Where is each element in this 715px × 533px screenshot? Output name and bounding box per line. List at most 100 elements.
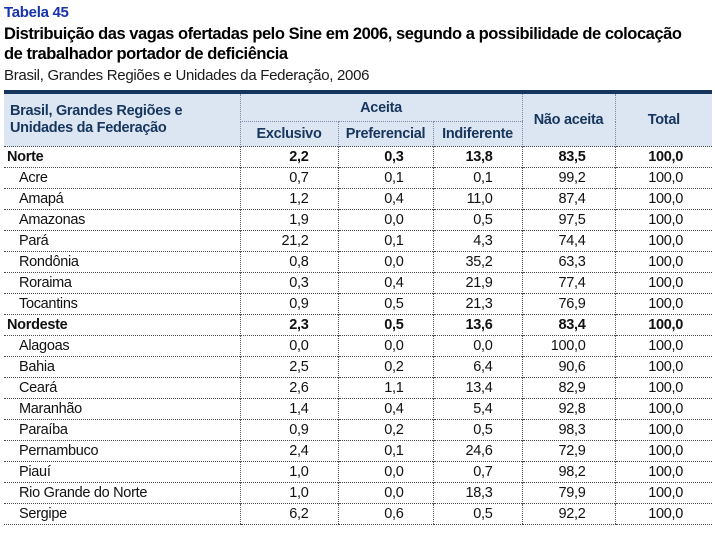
value-cell: 21,3 [432,293,523,315]
row-label: Ceará [4,377,240,399]
value-cell: 76,9 [521,293,616,315]
row-label: Amapá [4,188,240,210]
value-cell: 100,0 [614,167,713,189]
table-row: Alagoas 0,0 0,0 0,0 100,0 100,0 [4,335,713,357]
value-cell: 35,2 [432,251,523,273]
row-label: Roraima [4,272,240,294]
value-cell: 90,6 [521,356,616,378]
column-group-aceita: Aceita [239,94,523,122]
row-label: Pernambuco [4,440,240,462]
value-cell: 0,5 [432,209,523,231]
row-label: Pará [4,230,240,252]
row-label: Piauí [4,461,240,483]
column-header-exclusivo: Exclusivo [239,121,338,147]
value-cell: 100,0 [614,356,713,378]
value-cell: 100,0 [614,461,713,483]
row-label: Bahia [4,356,240,378]
value-cell: 100,0 [521,335,616,357]
table-row: Rio Grande do Norte 1,0 0,0 18,3 79,9 100,0 [4,482,713,504]
value-cell: 11,0 [432,188,523,210]
value-cell: 100,0 [614,503,713,525]
value-cell: 13,6 [432,314,523,336]
table-row: Ceará 2,6 1,1 13,4 82,9 100,0 [4,377,713,399]
value-cell: 0,0 [432,335,523,357]
value-cell: 0,0 [337,209,433,231]
value-cell: 0,0 [337,335,433,357]
value-cell: 6,4 [432,356,523,378]
value-cell: 1,0 [239,482,338,504]
value-cell: 0,2 [337,356,433,378]
value-cell: 2,4 [239,440,338,462]
row-label: Norte [4,146,240,168]
value-cell: 21,9 [432,272,523,294]
value-cell: 0,0 [239,335,338,357]
page-subtitle: Brasil, Grandes Regiões e Unidades da Fe… [4,67,370,84]
page-title: Distribuição das vagas ofertadas pelo Si… [4,24,712,64]
value-cell: 0,1 [337,167,433,189]
value-cell: 0,1 [432,167,523,189]
table-row: Rondônia 0,8 0,0 35,2 63,3 100,0 [4,251,713,273]
value-cell: 83,5 [521,146,616,168]
statistics-table: Brasil, Grandes Regiões e Unidades da Fe… [4,94,713,525]
table-row: Sergipe 6,2 0,6 0,5 92,2 100,0 [4,503,713,525]
value-cell: 2,5 [239,356,338,378]
value-cell: 100,0 [614,314,713,336]
value-cell: 100,0 [614,482,713,504]
region-header-line-2: Unidades da Federação [10,120,167,136]
value-cell: 1,9 [239,209,338,231]
value-cell: 100,0 [614,251,713,273]
value-cell: 18,3 [432,482,523,504]
value-cell: 0,3 [337,146,433,168]
value-cell: 100,0 [614,335,713,357]
column-header-region: Brasil, Grandes Regiões e Unidades da Fe… [4,94,240,147]
table-row: Pará 21,2 0,1 4,3 74,4 100,0 [4,230,713,252]
value-cell: 100,0 [614,230,713,252]
table-row: Roraima 0,3 0,4 21,9 77,4 100,0 [4,272,713,294]
value-cell: 100,0 [614,188,713,210]
value-cell: 2,3 [239,314,338,336]
row-label: Amazonas [4,209,240,231]
table-row: Piauí 1,0 0,0 0,7 98,2 100,0 [4,461,713,483]
value-cell: 72,9 [521,440,616,462]
value-cell: 0,8 [239,251,338,273]
value-cell: 92,2 [521,503,616,525]
table-header: Brasil, Grandes Regiões e Unidades da Fe… [4,94,713,147]
column-header-nao-aceita: Não aceita [521,94,616,147]
title-line-1: Distribuição das vagas ofertadas pelo Si… [4,25,682,43]
value-cell: 100,0 [614,440,713,462]
value-cell: 87,4 [521,188,616,210]
value-cell: 0,9 [239,293,338,315]
value-cell: 0,2 [337,419,433,441]
value-cell: 0,5 [337,314,433,336]
column-header-preferencial: Preferencial [337,121,433,147]
table-row: Amapá 1,2 0,4 11,0 87,4 100,0 [4,188,713,210]
value-cell: 1,1 [337,377,433,399]
row-label: Alagoas [4,335,240,357]
value-cell: 0,0 [337,251,433,273]
value-cell: 100,0 [614,398,713,420]
value-cell: 0,9 [239,419,338,441]
value-cell: 74,4 [521,230,616,252]
value-cell: 0,4 [337,398,433,420]
table-row: Acre 0,7 0,1 0,1 99,2 100,0 [4,167,713,189]
value-cell: 0,1 [337,440,433,462]
value-cell: 1,2 [239,188,338,210]
value-cell: 97,5 [521,209,616,231]
table-body: Norte 2,2 0,3 13,8 83,5 100,0 Acre 0,7 0,1 0,1 99,… [4,146,713,525]
row-label: Sergipe [4,503,240,525]
value-cell: 13,4 [432,377,523,399]
value-cell: 100,0 [614,293,713,315]
row-label: Rondônia [4,251,240,273]
title-line-2: de trabalhador portador de deficiência [4,45,288,63]
column-header-indiferente: Indiferente [432,121,523,147]
value-cell: 63,3 [521,251,616,273]
table-number-label: Tabela 45 [4,4,69,21]
row-label: Tocantins [4,293,240,315]
value-cell: 2,2 [239,146,338,168]
value-cell: 0,4 [337,272,433,294]
value-cell: 98,2 [521,461,616,483]
value-cell: 6,2 [239,503,338,525]
table-row: Maranhão 1,4 0,4 5,4 92,8 100,0 [4,398,713,420]
value-cell: 100,0 [614,146,713,168]
